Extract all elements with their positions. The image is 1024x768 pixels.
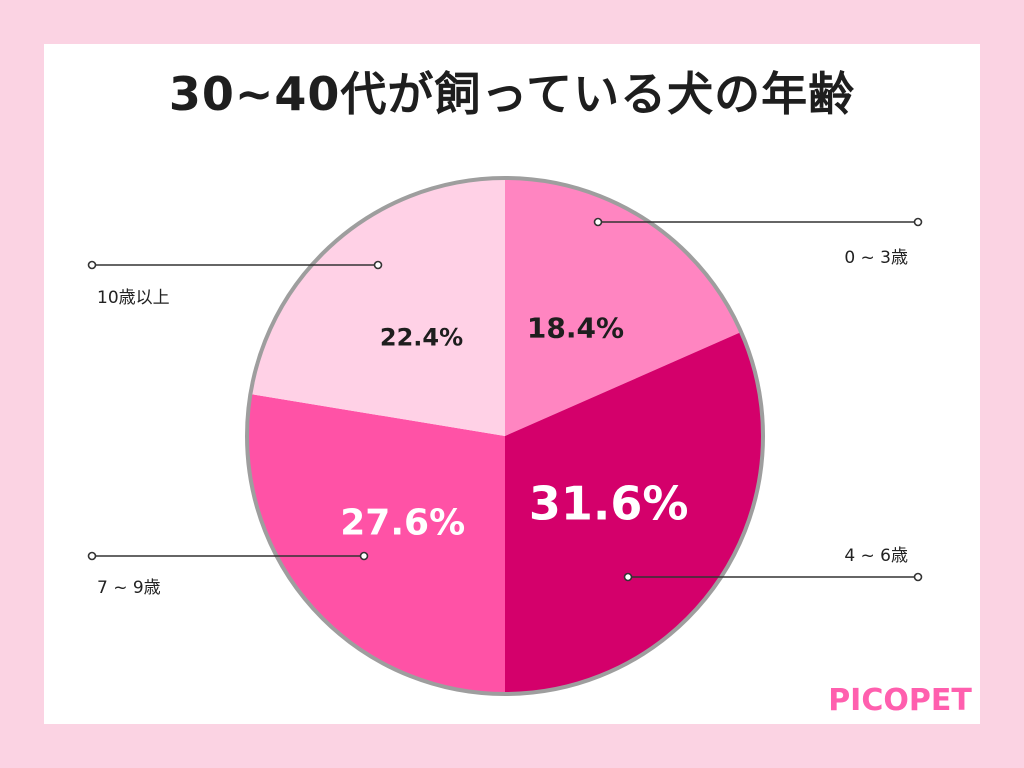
slice-value-label-3: 27.6% xyxy=(340,502,465,543)
pie-slice-3 xyxy=(247,394,505,694)
leader-dot-1-1 xyxy=(593,217,603,227)
leader-dot-4-2 xyxy=(373,260,383,270)
leader-dot-1-2 xyxy=(913,217,923,227)
slice-value-label-1: 18.4% xyxy=(527,311,624,344)
category-label-3: 7 ~ 9歳 xyxy=(97,578,161,598)
category-label-4: 10歳以上 xyxy=(97,288,170,308)
pie-slice-1 xyxy=(505,178,742,436)
slice-value-label-4: 22.4% xyxy=(380,324,463,352)
leader-dot-4-1 xyxy=(87,260,97,270)
category-label-2: 4 ~ 6歳 xyxy=(844,546,908,566)
category-label-1: 0 ~ 3歳 xyxy=(844,248,908,268)
pie-slice-2 xyxy=(505,332,763,694)
leader-dot-3-2 xyxy=(359,551,369,561)
leader-dot-3-1 xyxy=(87,551,97,561)
picopet-logo: PICOPET xyxy=(828,683,972,718)
leader-dot-2-2 xyxy=(913,572,923,582)
chart-title: 30~40代が飼っている犬の年齢 xyxy=(168,67,856,121)
pie-outline xyxy=(245,176,765,696)
pie-slice-4 xyxy=(250,178,505,436)
leader-dot-2-1 xyxy=(623,572,633,582)
slice-value-label-2: 31.6% xyxy=(529,477,689,531)
